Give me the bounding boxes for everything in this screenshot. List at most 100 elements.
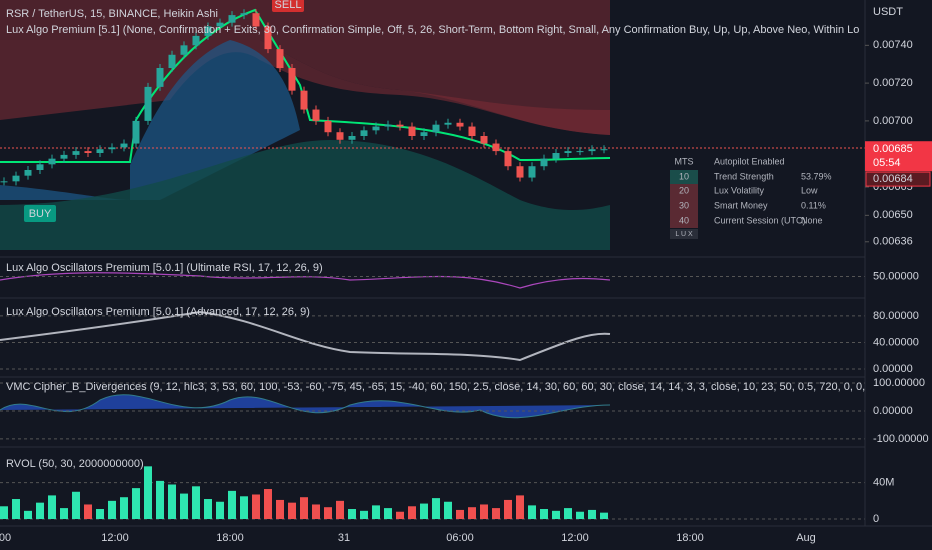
pane-title: VMC Cipher_B_Divergences (9, 12, hlc3, 3…	[6, 381, 899, 393]
candle	[48, 158, 56, 165]
candle	[564, 151, 572, 153]
volume-bar	[12, 499, 20, 519]
candle	[132, 120, 140, 144]
volume-bar	[360, 510, 368, 519]
volume-bar	[372, 505, 380, 519]
pane-title: RVOL (50, 30, 2000000000)	[6, 458, 144, 470]
candle	[348, 136, 356, 140]
candle	[168, 54, 176, 68]
countdown: 05:54	[873, 157, 901, 169]
volume-bar	[180, 493, 188, 519]
candle	[300, 90, 308, 110]
volume-bar	[564, 508, 572, 519]
row-value: 0.11%	[801, 200, 826, 210]
volume-bar	[516, 495, 524, 519]
volume-bar	[144, 466, 152, 519]
candle	[252, 13, 260, 27]
candle	[108, 147, 116, 150]
volume-bar	[468, 507, 476, 519]
y-tick-label: 40M	[873, 477, 894, 489]
volume-bar	[384, 508, 392, 519]
osc-line	[0, 310, 611, 362]
volume-bar	[588, 509, 596, 519]
candle	[312, 109, 320, 121]
volume-bar	[192, 486, 200, 519]
y-tick-label: 0.00000	[873, 405, 913, 417]
time-label: 12:00	[101, 532, 129, 544]
volume-bar	[576, 511, 584, 519]
candle	[24, 170, 32, 176]
candle	[264, 26, 272, 50]
candle	[468, 126, 476, 136]
row-value: None	[801, 215, 823, 225]
volume-bar	[168, 484, 176, 519]
footer-cell	[670, 229, 698, 239]
time-label: 12:00	[561, 532, 589, 544]
candle	[228, 15, 236, 23]
lower-band	[0, 40, 300, 200]
row-label: Trend Strength	[714, 171, 774, 181]
y-tick-label: 0.00740	[873, 39, 913, 51]
row-label: Lux Volatility	[714, 185, 765, 195]
row-label: Smart Money	[714, 200, 768, 210]
candle	[120, 143, 128, 148]
row-value: 53.79%	[801, 171, 832, 181]
volume-bar	[0, 506, 8, 519]
last-price: 0.00685	[873, 143, 913, 155]
volume-bar	[60, 508, 68, 519]
volume-bar	[600, 512, 608, 519]
row-value: Low	[801, 185, 818, 195]
candle	[324, 120, 332, 133]
volume-bar	[96, 509, 104, 519]
volume-bar	[132, 488, 140, 519]
volume-bar	[432, 498, 440, 519]
candle	[372, 126, 380, 131]
volume-bar	[72, 491, 80, 519]
candle	[456, 122, 464, 127]
volume-bar	[396, 511, 404, 519]
time-label: 18:00	[216, 532, 244, 544]
volume-bar	[24, 510, 32, 519]
candle	[504, 151, 512, 167]
volume-bar	[300, 497, 308, 519]
volume-bar	[348, 509, 356, 519]
candle	[552, 153, 560, 159]
volume-bar	[252, 494, 260, 519]
candle	[180, 45, 188, 55]
candle	[96, 149, 104, 153]
y-tick-label: 0	[873, 513, 879, 525]
y-tick-label: 0.00650	[873, 209, 913, 221]
volume-bar	[48, 495, 56, 519]
candle	[528, 166, 536, 178]
y-tick-label: 40.00000	[873, 336, 919, 348]
volume-bar	[336, 500, 344, 519]
volume-bar	[504, 499, 512, 519]
axis-background	[865, 0, 932, 550]
volume-bar	[84, 504, 92, 519]
candle	[384, 124, 392, 127]
volume-bar	[216, 501, 224, 519]
last-price-box	[865, 141, 932, 172]
volume-bar	[444, 501, 452, 519]
candle	[240, 13, 248, 16]
price-axis: USDT 0.007400.007200.007000.006650.00650…	[864, 0, 932, 550]
candle	[36, 164, 44, 170]
score: 10	[679, 171, 689, 181]
time-label: 31	[338, 532, 350, 544]
volume-bar	[228, 490, 236, 519]
pane-title: Lux Algo Oscillators Premium [5.0.1] (Ul…	[6, 262, 323, 274]
candle	[84, 151, 92, 153]
buy-label: BUY	[29, 208, 52, 220]
score-cell	[670, 198, 698, 212]
volume-bar	[324, 507, 332, 519]
y-tick-label: 0.00700	[873, 115, 913, 127]
candle	[516, 166, 524, 178]
dashboard: MTS Autopilot Enabled 10 Trend Strength …	[670, 156, 832, 239]
other-price: 0.00684	[873, 173, 913, 185]
candle	[288, 68, 296, 91]
candle	[276, 49, 284, 68]
score: 20	[679, 185, 689, 195]
score-cell	[670, 212, 698, 228]
candle	[192, 35, 200, 46]
